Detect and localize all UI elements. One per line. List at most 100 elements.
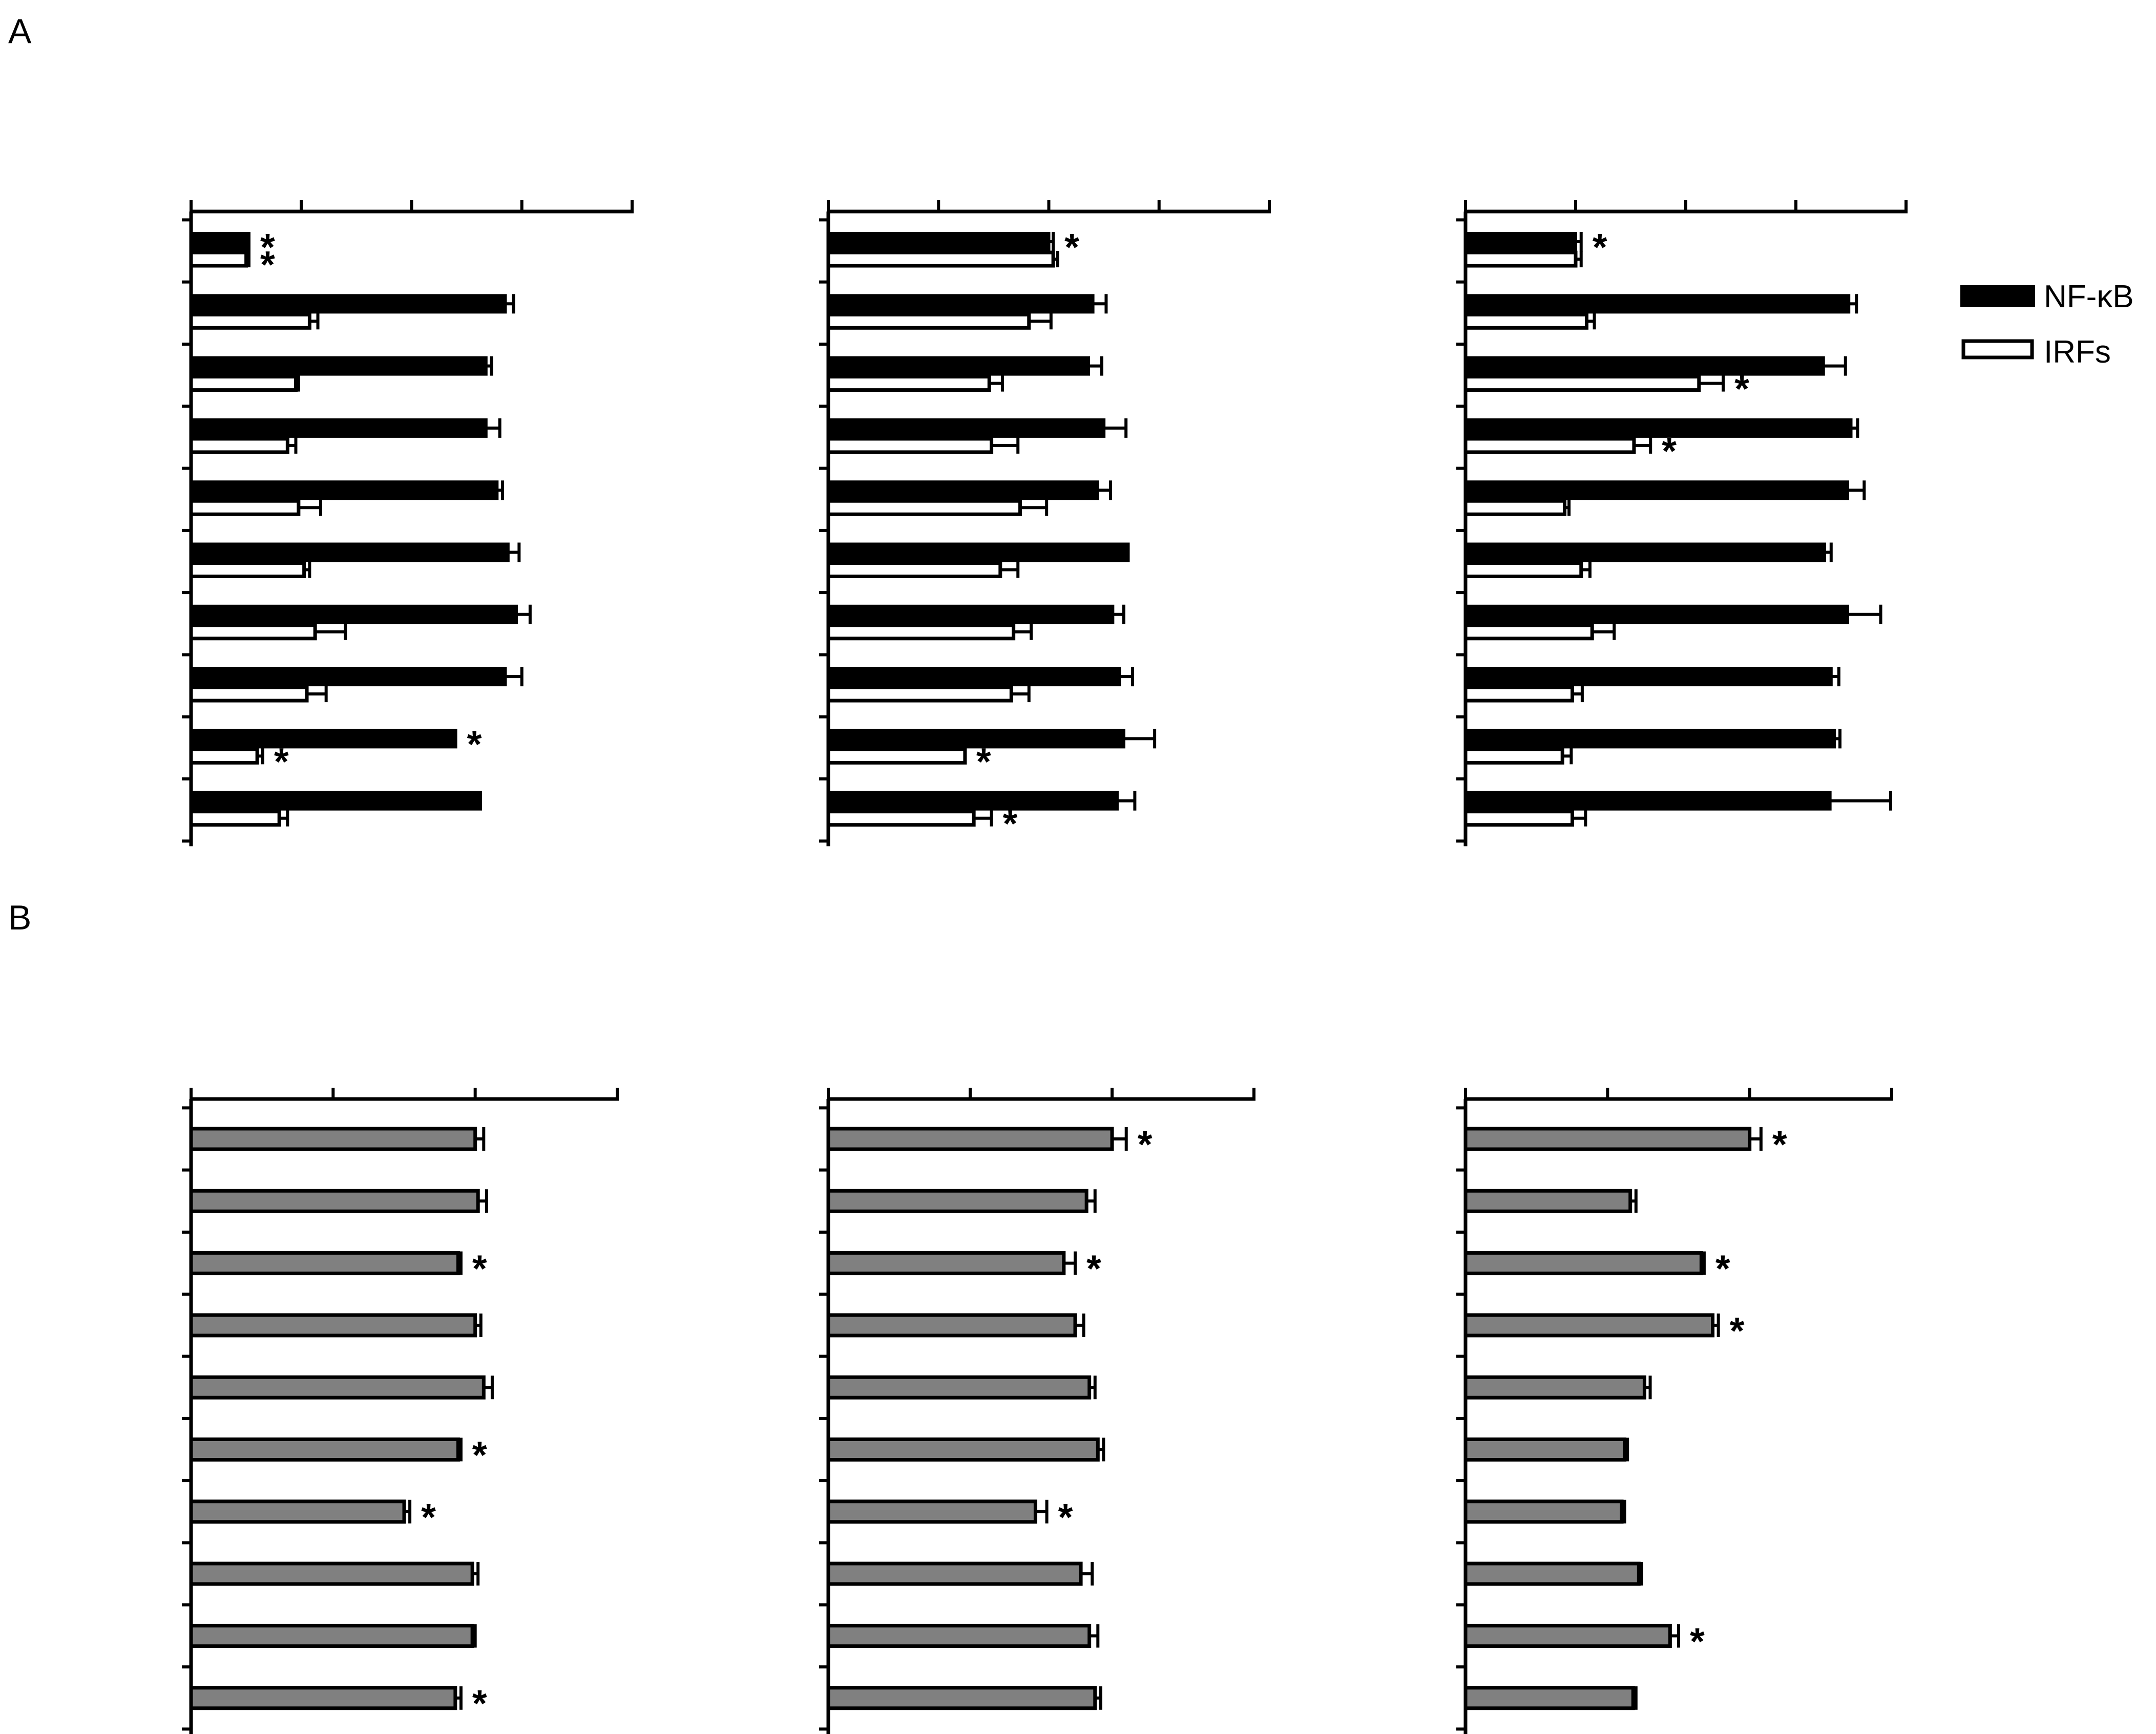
- significance-marker: *: [472, 1247, 487, 1290]
- bar: [827, 791, 1119, 811]
- chart-b-2: * * *: [819, 1088, 1255, 1734]
- bar: [190, 232, 248, 251]
- bar: [190, 480, 499, 500]
- bar: [1463, 1623, 1672, 1648]
- significance-marker: *: [976, 740, 991, 783]
- bar: [189, 1251, 460, 1276]
- bar: [1463, 1561, 1641, 1586]
- bar: [189, 561, 306, 578]
- bar: [826, 312, 1031, 330]
- significance-marker: *: [260, 243, 275, 286]
- bar: [189, 1686, 457, 1710]
- bar: [190, 791, 483, 811]
- bar: [1463, 1375, 1646, 1400]
- bar: [826, 747, 967, 765]
- bar: [1463, 499, 1566, 516]
- bar: [189, 747, 259, 765]
- significance-marker: *: [1715, 1247, 1730, 1290]
- chart-b-1: * * * *: [182, 1088, 619, 1734]
- bar: [826, 1251, 1066, 1276]
- bar: [189, 1437, 460, 1462]
- bar: [827, 542, 1130, 562]
- bar: [189, 1375, 486, 1400]
- bar: [826, 561, 1002, 578]
- bar: [826, 499, 1022, 516]
- bar: [189, 623, 317, 641]
- bar: [826, 1127, 1114, 1151]
- bar: [826, 1375, 1092, 1400]
- bar: [190, 356, 488, 376]
- significance-marker: *: [1138, 1123, 1153, 1166]
- bar: [1464, 232, 1577, 251]
- bar: [826, 810, 976, 827]
- bar: [1464, 480, 1850, 500]
- bar: [826, 1189, 1089, 1213]
- bar: [189, 1189, 480, 1213]
- bar: [1463, 1499, 1624, 1524]
- bar: [826, 250, 1055, 268]
- bar: [1464, 294, 1851, 314]
- bar: [1464, 667, 1833, 687]
- bar: [827, 356, 1090, 376]
- bar: [1463, 561, 1583, 578]
- bar: [1463, 1437, 1627, 1462]
- significance-marker: *: [1734, 368, 1749, 410]
- bar: [1463, 810, 1575, 827]
- bar: [189, 1313, 477, 1338]
- bar: [190, 729, 457, 749]
- bar: [1463, 1127, 1752, 1151]
- bar: [1464, 418, 1853, 438]
- bar: [189, 250, 248, 268]
- bar: [1463, 1313, 1715, 1338]
- bar: [189, 499, 301, 516]
- bar: [189, 685, 309, 703]
- bar: [1464, 604, 1850, 624]
- chart-a-3: * * *: [1456, 200, 1908, 847]
- significance-marker: *: [472, 1434, 487, 1476]
- panel-letter-a: A: [8, 12, 32, 51]
- legend: NF-κB IRFs: [1960, 279, 2134, 370]
- bar: [826, 437, 994, 454]
- chart-a-1: ****: [182, 200, 634, 847]
- significance-marker: *: [1058, 1496, 1073, 1538]
- bar: [1463, 623, 1594, 641]
- significance-marker: *: [1003, 802, 1018, 845]
- bar: [826, 685, 1013, 703]
- bar: [190, 418, 488, 438]
- bar: [190, 294, 507, 314]
- bar: [189, 312, 311, 330]
- bar: [190, 667, 507, 687]
- bar: [1464, 356, 1825, 376]
- bar: [827, 232, 1051, 251]
- significance-marker: *: [274, 740, 289, 783]
- significance-marker: *: [1064, 226, 1079, 268]
- bar: [827, 418, 1106, 438]
- bar: [1463, 1251, 1703, 1276]
- bar: [827, 667, 1121, 687]
- bar: [826, 1561, 1083, 1586]
- bar: [1463, 312, 1588, 330]
- bar: [189, 810, 281, 827]
- bar: [189, 1561, 474, 1586]
- bar: [189, 1499, 406, 1524]
- significance-marker: *: [1730, 1309, 1745, 1352]
- bar: [1463, 437, 1636, 454]
- significance-marker: *: [1662, 430, 1677, 472]
- legend-label-irfs: IRFs: [2044, 334, 2111, 370]
- bar: [1463, 250, 1578, 268]
- bar: [827, 604, 1115, 624]
- significance-marker: *: [472, 1682, 487, 1725]
- bar: [189, 1127, 477, 1151]
- significance-marker: *: [1086, 1247, 1101, 1290]
- bar: [1464, 542, 1826, 562]
- significance-marker: *: [1690, 1620, 1705, 1662]
- charts: *********************: [182, 200, 1908, 1734]
- bar: [190, 604, 518, 624]
- legend-swatch-nfkb: [1960, 285, 2035, 307]
- significance-marker: *: [1593, 226, 1607, 268]
- bar: [1463, 1189, 1632, 1213]
- bar: [189, 437, 289, 454]
- bar: [826, 1437, 1100, 1462]
- bar: [1463, 747, 1564, 765]
